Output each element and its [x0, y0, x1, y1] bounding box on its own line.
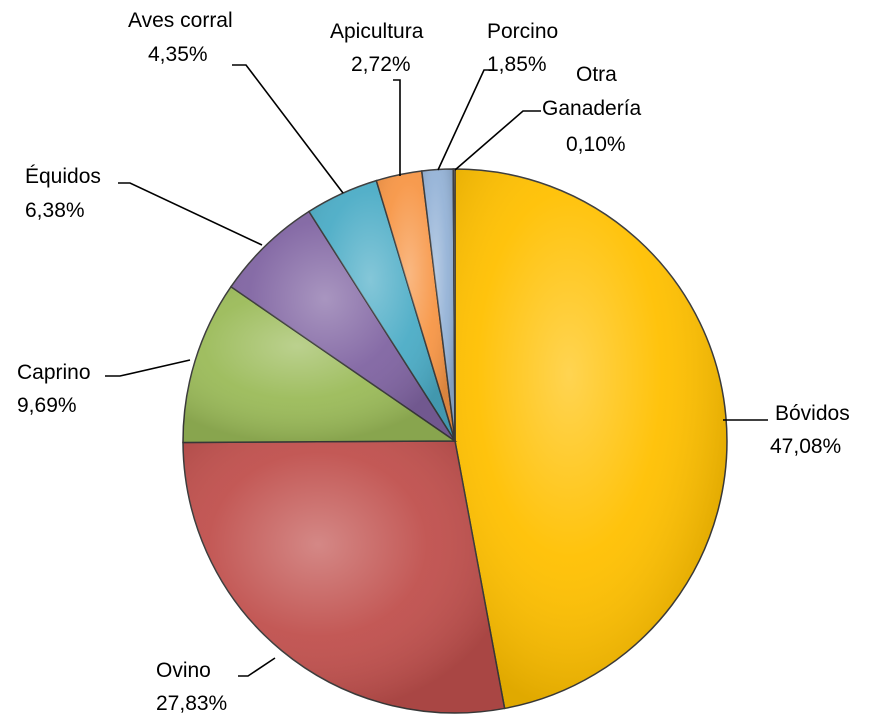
data-label-value-caprino: 9,69% — [17, 394, 77, 417]
data-label-value-porcino: 1,85% — [487, 53, 547, 76]
leader-line-porcino — [437, 69, 493, 171]
data-label-value-aves-corral: 4,35% — [148, 43, 208, 66]
data-label-category-otra-ganaderia: Otra — [576, 63, 617, 86]
pie-slice-ovino — [182, 440, 506, 714]
leader-line-ovino — [238, 657, 276, 677]
pie-slice-caprino — [182, 285, 458, 444]
leader-lines — [105, 64, 768, 677]
data-label-category-bovidos: Bóvidos — [775, 402, 850, 425]
slice-labels: Bóvidos 47,08% Ovino 27,83% Caprino 9,69% Équi… — [17, 9, 850, 715]
data-label-category-otra-ganaderia: Ganadería — [542, 97, 642, 120]
data-label-category-caprino: Caprino — [17, 361, 91, 384]
data-label-category-porcino: Porcino — [487, 20, 558, 43]
leader-line-apicultura — [393, 79, 401, 176]
data-label-category-ovino: Ovino — [156, 659, 211, 682]
data-label-category-equidos: Équidos — [25, 165, 101, 188]
leader-line-aves-corral — [232, 64, 344, 194]
data-label-value-apicultura: 2,72% — [351, 53, 411, 76]
leader-line-caprino — [105, 359, 191, 377]
leader-line-equidos — [118, 182, 263, 246]
data-label-category-apicultura: Apicultura — [330, 20, 424, 43]
pie-slice-bovidos — [454, 168, 728, 710]
data-label-value-bovidos: 47,08% — [770, 435, 841, 458]
data-label-value-ovino: 27,83% — [156, 692, 227, 715]
leader-line-otra-ganaderia — [454, 110, 541, 171]
pie-slices — [182, 168, 728, 714]
data-label-value-otra-ganaderia: 0,10% — [566, 133, 626, 156]
data-label-value-equidos: 6,38% — [25, 199, 85, 222]
data-label-category-aves-corral: Aves corral — [128, 9, 233, 32]
